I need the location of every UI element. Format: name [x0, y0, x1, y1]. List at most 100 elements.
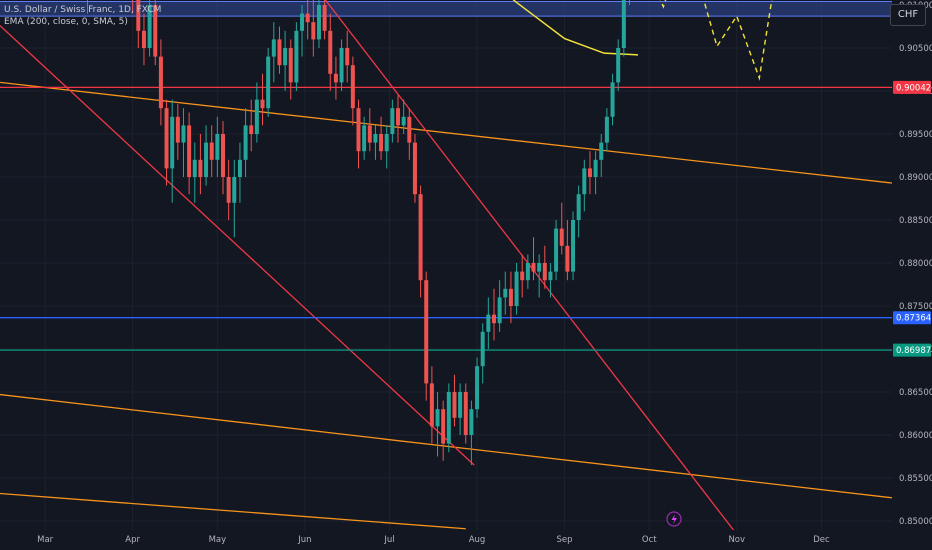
candle-body — [198, 159, 203, 177]
candle-body — [548, 271, 553, 281]
candle — [254, 82, 259, 143]
candle-body — [435, 409, 440, 427]
candle-body — [582, 168, 587, 195]
candle — [418, 185, 423, 298]
candle-body — [458, 392, 463, 418]
candle-body — [300, 13, 305, 31]
trendline-3 — [0, 393, 893, 499]
symbol-title[interactable]: U.S. Dollar / Swiss Franc, 1D, FXCM — [4, 5, 162, 15]
candle-body — [283, 48, 288, 66]
candles — [87, 0, 630, 466]
candle — [226, 159, 231, 220]
candle-body — [379, 134, 384, 152]
candle — [621, 0, 626, 57]
consolidation-zone — [0, 1, 892, 17]
candle — [531, 237, 536, 281]
candle — [593, 151, 598, 195]
candle-body — [254, 99, 259, 134]
candle-body — [452, 392, 457, 418]
trendline-5 — [0, 25, 475, 466]
candle-body — [604, 116, 609, 143]
candle — [170, 99, 175, 203]
candle — [367, 108, 372, 152]
candle-body — [616, 48, 621, 83]
chart-legend: U.S. Dollar / Swiss Franc, 1D, FXCM EMA … — [4, 4, 161, 28]
candle — [542, 245, 547, 289]
candle-body — [328, 30, 333, 74]
candle — [237, 142, 242, 203]
candle-body — [446, 392, 451, 444]
y-tick-label: 0.88500 — [899, 216, 932, 226]
candle-body — [480, 331, 485, 367]
candle — [525, 254, 530, 289]
candle — [136, 0, 141, 48]
candle — [379, 116, 384, 160]
candle-body — [610, 82, 615, 117]
candle-body — [345, 48, 350, 66]
candle — [209, 125, 214, 177]
candle-body — [441, 409, 446, 444]
candle — [373, 125, 378, 160]
grid — [0, 0, 892, 530]
candle-body — [322, 5, 327, 31]
candle — [503, 271, 508, 315]
candle — [520, 254, 525, 298]
candle — [446, 383, 451, 453]
indicator-title[interactable]: EMA (200, close, 0, SMA, 5) — [4, 17, 128, 27]
ema-200 — [512, 0, 638, 56]
candle-body — [525, 263, 530, 281]
candle-body — [170, 116, 175, 169]
trendline-2 — [0, 81, 893, 184]
candle-body — [396, 108, 401, 126]
candle — [616, 39, 621, 91]
candle-body — [621, 0, 626, 48]
candle — [576, 185, 581, 238]
currency-button[interactable]: CHF — [890, 4, 926, 26]
candle-body — [204, 142, 209, 177]
x-tick-label: Sep — [557, 535, 573, 545]
price-tag-bg — [893, 343, 931, 357]
candle-body — [407, 116, 412, 143]
candle-body — [147, 5, 152, 48]
x-tick-label: Apr — [125, 535, 140, 545]
candle — [604, 108, 609, 152]
candle — [514, 263, 519, 315]
candle-body — [390, 108, 395, 134]
candle — [316, 0, 321, 48]
candle — [458, 383, 463, 435]
candle-body — [226, 177, 231, 203]
event-icon[interactable] — [666, 511, 682, 527]
candle — [198, 134, 203, 195]
x-tick-label: Nov — [728, 535, 745, 545]
candle-body — [209, 142, 214, 160]
time-axis-panel — [0, 530, 932, 550]
y-tick-label: 0.90500 — [899, 44, 932, 54]
price-tag: 0.87364 — [893, 311, 931, 325]
candle — [571, 211, 576, 281]
candle-body — [175, 116, 180, 143]
zone-rect — [0, 1, 892, 17]
candle — [204, 125, 209, 186]
candle — [328, 13, 333, 91]
candle-body — [277, 39, 282, 66]
candle-body — [384, 134, 389, 152]
candle-body — [266, 56, 271, 109]
candle — [260, 73, 265, 126]
y-tick-label: 0.89000 — [899, 173, 932, 183]
candle-body — [249, 125, 254, 134]
candle — [452, 374, 457, 427]
candle-body — [486, 314, 491, 332]
candle — [587, 151, 592, 195]
price-tag: 0.86987 — [893, 343, 931, 357]
candle-body — [497, 297, 502, 324]
candle — [412, 134, 417, 203]
candle — [243, 108, 248, 177]
candle — [283, 30, 288, 91]
candle-body — [260, 99, 265, 109]
candle-body — [537, 263, 542, 272]
price-tag-value: 0.86987 — [896, 346, 931, 356]
candle — [401, 99, 406, 134]
candle-body — [362, 125, 367, 152]
candle — [463, 383, 468, 444]
